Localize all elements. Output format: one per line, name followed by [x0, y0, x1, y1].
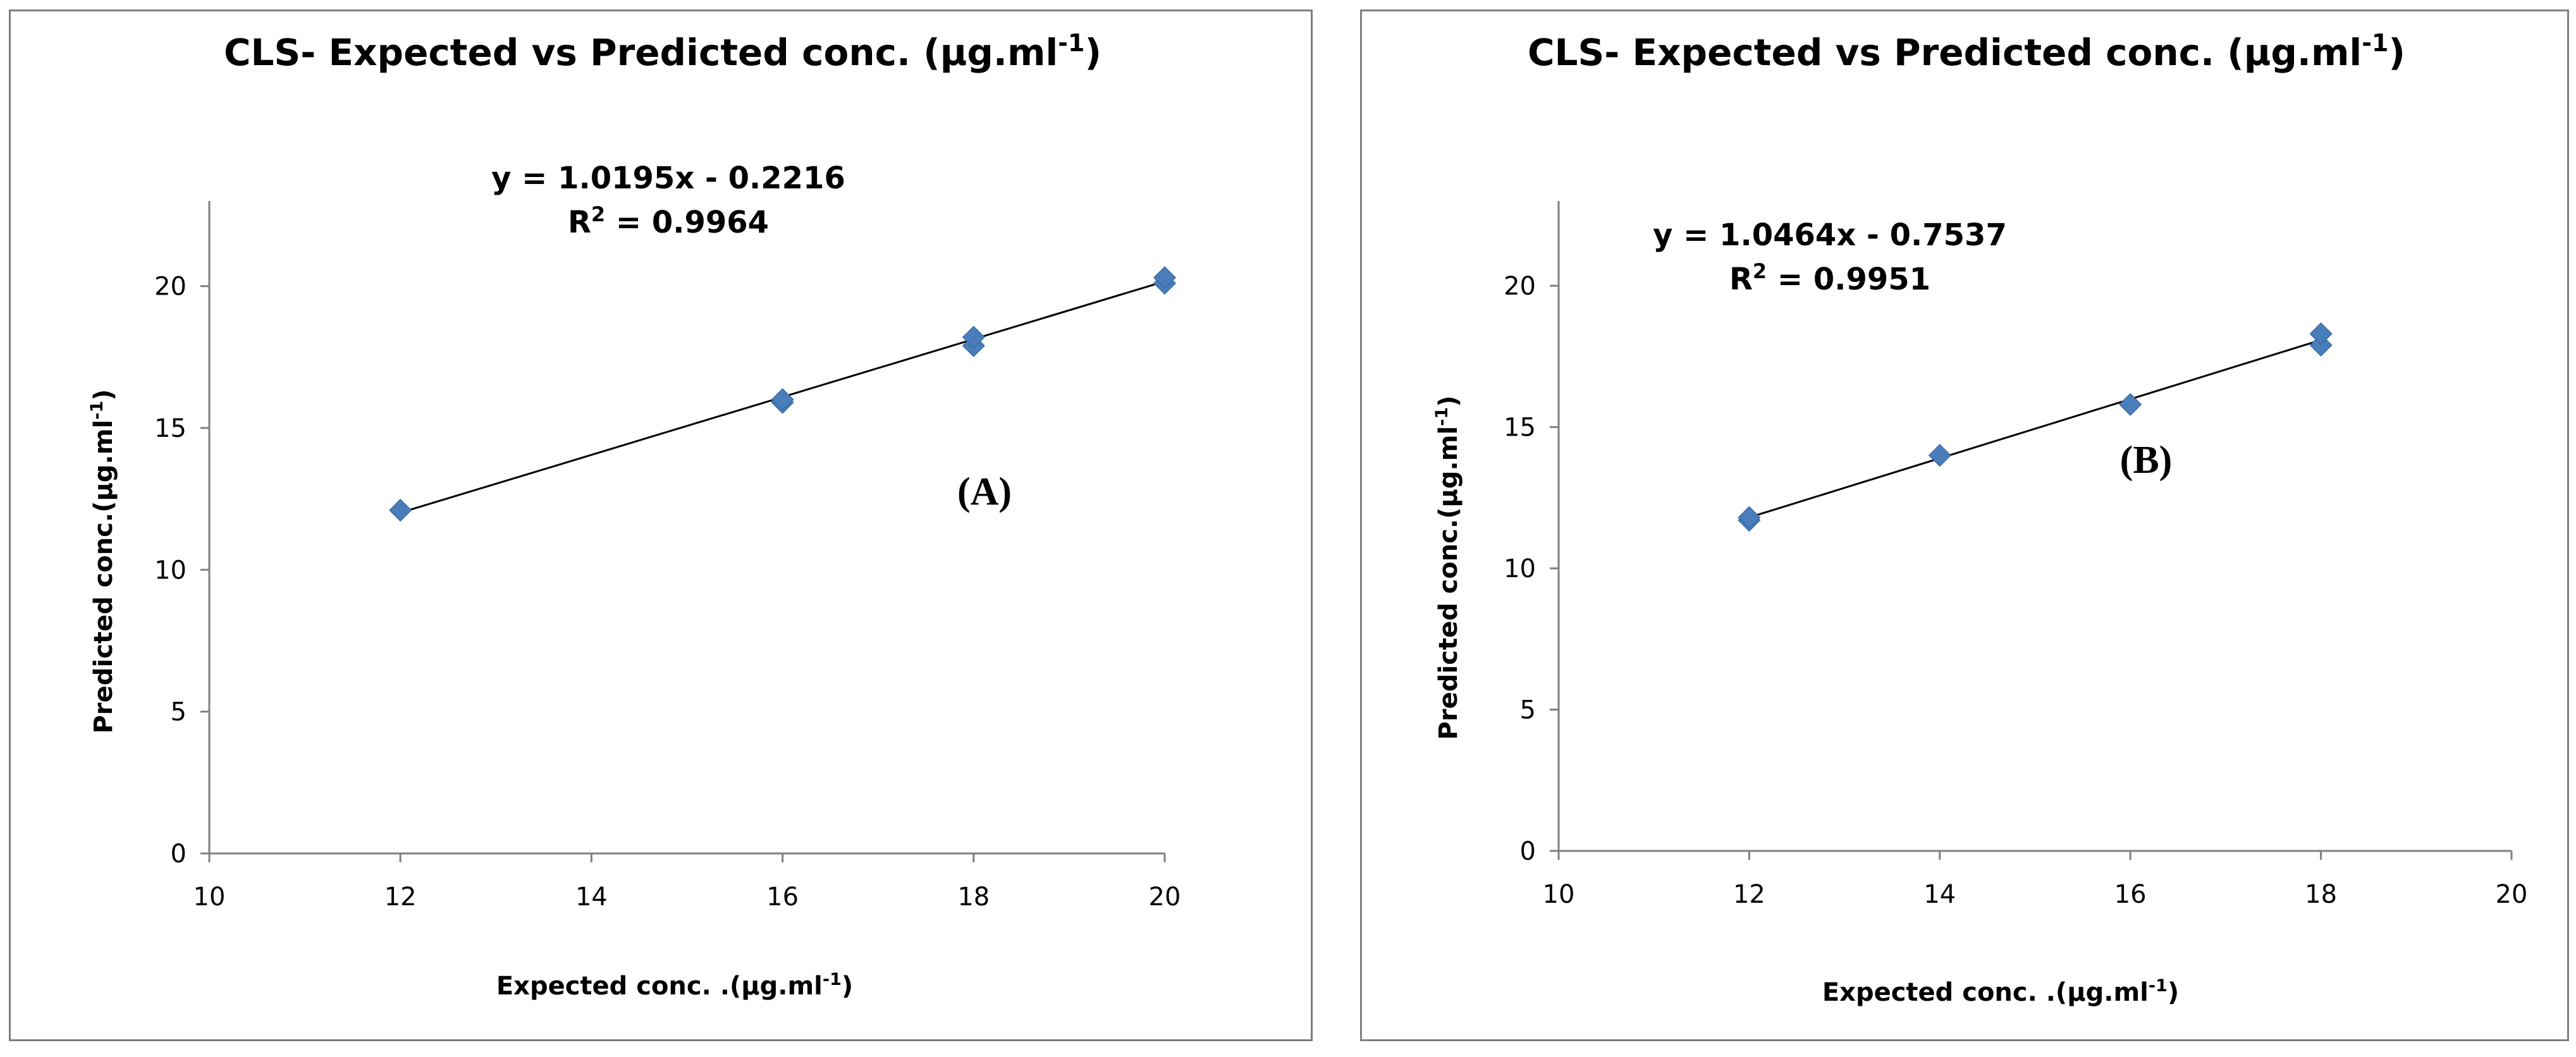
x-tick-label: 12 — [384, 883, 417, 912]
data-point — [962, 326, 985, 349]
x-axis-title: Expected conc. .(µg.ml-1) — [496, 970, 853, 1001]
data-point — [2309, 322, 2333, 346]
x-tick-label: 16 — [2114, 880, 2147, 909]
y-axis-title: Predicted conc.(µg.ml-1) — [1432, 396, 1463, 740]
y-tick-label: 0 — [171, 840, 187, 869]
x-tick-label: 14 — [1923, 880, 1956, 909]
chart-panel-b: CLS- Expected vs Predicted conc. (µg.ml-… — [1360, 9, 2569, 1041]
r-squared-label: R2 = 0.9964 — [568, 202, 769, 240]
y-tick-label: 5 — [171, 698, 187, 727]
x-tick-label: 18 — [957, 883, 990, 912]
x-tick-label: 20 — [2496, 880, 2528, 909]
data-point — [389, 499, 412, 522]
data-point — [2119, 393, 2142, 416]
panel-label: (B) — [2120, 439, 2173, 482]
x-tick-label: 20 — [1149, 883, 1181, 912]
y-tick-label: 20 — [1504, 272, 1536, 301]
data-point — [1738, 506, 1761, 529]
plot-area: 10 12 14 16 18 20 0 5 10 15 20 — [154, 201, 1181, 912]
y-tick-label: 0 — [1520, 837, 1536, 866]
chart-panel-a: CLS- Expected vs Predicted conc. (µg.ml-… — [9, 9, 1313, 1041]
y-tick-label: 15 — [1504, 413, 1536, 443]
x-tick-label: 16 — [766, 883, 799, 912]
r-squared-label: R2 = 0.9951 — [1729, 259, 1930, 297]
x-tick-label: 10 — [1543, 880, 1575, 909]
trendline-equation: y = 1.0195x - 0.2216 — [491, 161, 845, 196]
data-point — [1153, 266, 1177, 290]
y-tick-label: 5 — [1520, 696, 1536, 725]
trendline — [1748, 339, 2322, 518]
data-point — [771, 388, 794, 412]
data-point — [1928, 444, 1951, 467]
x-tick-label: 18 — [2305, 880, 2337, 909]
x-axis-title: Expected conc. .(µg.ml-1) — [1822, 976, 2179, 1007]
chart-title: CLS- Expected vs Predicted conc. (µg.ml-… — [1528, 29, 2405, 74]
x-tick-label: 14 — [575, 883, 608, 912]
chart-b: CLS- Expected vs Predicted conc. (µg.ml-… — [1432, 29, 2527, 1007]
trendline-equation: y = 1.0464x - 0.7537 — [1653, 217, 2007, 253]
chart-a: CLS- Expected vs Predicted conc. (µg.ml-… — [87, 29, 1181, 1001]
y-tick-label: 10 — [154, 556, 187, 585]
plot-area: 10 12 14 16 18 20 0 5 10 15 20 — [1504, 201, 2527, 909]
y-axis-title: Predicted conc.(µg.ml-1) — [87, 389, 118, 734]
x-tick-label: 10 — [193, 883, 226, 912]
y-tick-label: 15 — [154, 414, 187, 443]
y-tick-label: 10 — [1504, 554, 1536, 583]
y-tick-label: 20 — [154, 272, 187, 302]
chart-title: CLS- Expected vs Predicted conc. (µg.ml-… — [224, 29, 1101, 74]
x-tick-label: 12 — [1733, 880, 1765, 909]
panel-label: (A) — [957, 470, 1012, 513]
